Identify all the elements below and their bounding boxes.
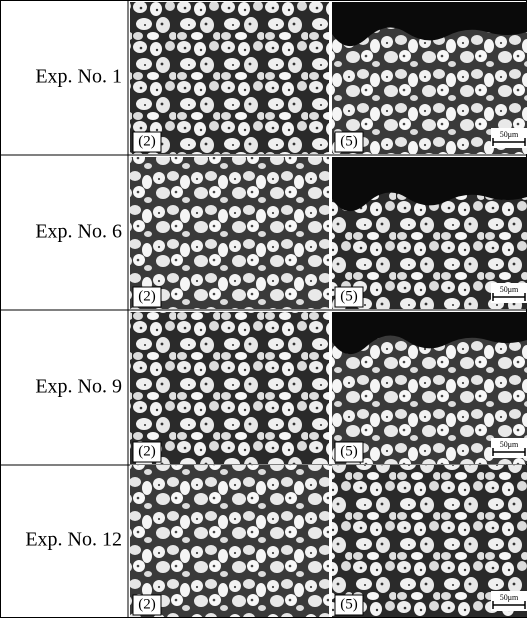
rows: Exp. No. 1 (2) (5) 50μm Exp. No. 6 (2) (5) 50μm… xyxy=(0,0,527,618)
scale-label: 50μm xyxy=(500,130,519,139)
image-tag: (2) xyxy=(138,288,156,304)
row-label: Exp. No. 9 xyxy=(35,376,122,398)
image-tag: (2) xyxy=(138,443,156,459)
image-tag: (5) xyxy=(340,133,358,149)
row-label: Exp. No. 12 xyxy=(25,529,122,551)
row-label: Exp. No. 1 xyxy=(35,66,122,88)
micrograph xyxy=(130,157,329,309)
figure: Exp. No. 1 (2) (5) 50μm Exp. No. 6 (2) (5) 50μm… xyxy=(0,0,527,618)
scale-label: 50μm xyxy=(500,593,519,602)
image-tag: (5) xyxy=(340,443,358,459)
scale-label: 50μm xyxy=(500,440,519,449)
row-label: Exp. No. 6 xyxy=(35,221,122,243)
image-tag: (5) xyxy=(340,288,358,304)
micrograph xyxy=(130,312,329,464)
image-tag: (2) xyxy=(138,133,156,149)
image-tag: (2) xyxy=(138,596,156,612)
image-tag: (5) xyxy=(340,596,358,612)
micrograph xyxy=(130,465,329,617)
scale-label: 50μm xyxy=(500,285,519,294)
micrograph xyxy=(130,2,329,154)
